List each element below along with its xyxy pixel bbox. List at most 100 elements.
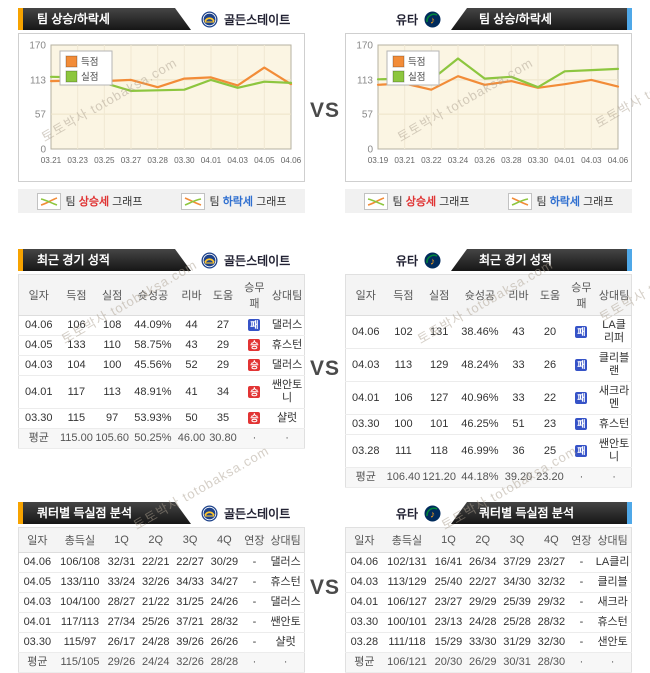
- table-cell: 32/26: [138, 572, 173, 593]
- table-cell: 118: [421, 434, 458, 468]
- table-cell: 22: [534, 381, 566, 415]
- team-name: 골든스테이트: [224, 506, 291, 521]
- svg-text:03.30: 03.30: [528, 156, 549, 165]
- table-cell: 25: [534, 434, 566, 468]
- table-cell: 04.01: [18, 612, 56, 633]
- column-header: 3Q: [172, 527, 208, 553]
- table-cell: 25/28: [499, 612, 535, 633]
- quarter-table-right: 일자 총득실 1Q 2Q 3Q 4Q 연장 상대팀 04.06 102/131 16/41 26/34…: [345, 527, 632, 673]
- table-cell: 26/29: [465, 652, 500, 673]
- table-cell: 106/127: [382, 592, 432, 613]
- svg-text:03.30: 03.30: [174, 156, 195, 165]
- table-cell: 20: [534, 315, 566, 349]
- trend-header-left: 팀 상승/하락세 골든스테이트: [18, 8, 305, 30]
- table-cell: 04.05: [18, 335, 59, 356]
- table-cell: 36: [502, 434, 535, 468]
- table-cell: 43: [175, 335, 208, 356]
- orange-accent-bar: [18, 8, 23, 30]
- uptrend-note-text: 팀 상승세 그래프: [65, 196, 143, 208]
- column-header: 총득실: [55, 527, 105, 553]
- section-tab-label: 쿼터별 득실점 분석: [37, 506, 132, 520]
- golden-state-logo-icon: [201, 252, 218, 269]
- section-tab-label: 최근 경기 성적: [479, 253, 552, 267]
- table-cell: 28/27: [104, 592, 139, 613]
- win-badge: 승: [248, 385, 261, 398]
- table-row: 03.28 111/118 15/29 33/30 31/29 32/30- 샌안토: [345, 632, 632, 653]
- result-cell: 패: [565, 434, 598, 468]
- table-cell: 30.80: [207, 428, 239, 449]
- table-cell: 48.24%: [457, 348, 503, 382]
- table-cell: LA클리: [594, 552, 632, 573]
- table-cell: 25/26: [138, 612, 173, 633]
- table-cell: 댈러스: [267, 552, 305, 573]
- table-cell: 58.75%: [130, 335, 176, 356]
- table-cell: 31/25: [172, 592, 208, 613]
- table-cell: 04.03: [345, 572, 383, 593]
- table-row: 04.03 113 129 48.24% 33 26 패 클리블랜: [345, 348, 632, 382]
- table-cell: 111: [385, 434, 422, 468]
- quarter-analysis-section: 쿼터별 득실점 분석 골든스테이트 일자 총득실 1Q 2Q 3Q 4Q 연장 상대팀 04.0…: [0, 502, 650, 673]
- table-cell: 27/34: [104, 612, 139, 633]
- table-cell: 평균: [18, 652, 56, 673]
- column-header: 총득실: [382, 527, 432, 553]
- table-cell: 34/33: [172, 572, 208, 593]
- table-row: 04.01 117 113 48.91% 41 34 승 쌘안토니: [18, 375, 305, 409]
- table-cell: 휴스턴: [267, 572, 305, 593]
- column-header: 3Q: [499, 527, 535, 553]
- table-row: 04.01 117/113 27/34 25/26 37/21 28/32- 쌘안토: [18, 612, 305, 633]
- recent-header-left: 최근 경기 성적 골든스테이트: [18, 249, 305, 271]
- table-cell: 23/13: [431, 612, 466, 633]
- table-cell: 32/30: [534, 632, 569, 653]
- table-cell: 29: [207, 335, 239, 356]
- table-cell: LA클리퍼: [597, 315, 632, 349]
- table-row: 04.05 133 110 58.75% 43 29 승 휴스턴: [18, 335, 305, 356]
- table-cell: 04.06: [345, 552, 383, 573]
- table-cell: 46.99%: [457, 434, 503, 468]
- table-cell: 31/29: [499, 632, 535, 653]
- svg-text:0: 0: [367, 145, 373, 156]
- svg-text:170: 170: [356, 41, 373, 52]
- table-cell: 117/113: [55, 612, 105, 633]
- table-cell: 111/118: [382, 632, 432, 653]
- table-cell: 샌안토: [594, 632, 632, 653]
- table-row: 04.05 133/110 33/24 32/26 34/33 34/27- 휴스턴: [18, 572, 305, 593]
- table-cell: 28/32: [534, 612, 569, 633]
- table-cell: 50: [175, 408, 208, 429]
- result-cell: 승: [238, 335, 271, 356]
- table-cell: 댈러스: [270, 355, 305, 376]
- loss-badge: 패: [575, 391, 588, 404]
- table-cell: 04.06: [18, 315, 59, 336]
- team-label-utah: 유타 ♪: [396, 502, 441, 524]
- table-cell: 26/26: [207, 632, 242, 653]
- section-tab-trend-right: 팀 상승/하락세: [451, 8, 627, 30]
- orange-accent-bar: [18, 502, 23, 524]
- team-label-utah: 유타 ♪: [396, 8, 441, 30]
- recent-panel-left: 최근 경기 성적 골든스테이트 일자 득점 실점 슛성공 리바 도움 승무패 상대팀 04.06…: [18, 249, 305, 488]
- table-cell: 샬럿: [267, 632, 305, 653]
- column-header: 2Q: [465, 527, 500, 553]
- table-cell: 평균: [345, 652, 383, 673]
- table-cell: 53.93%: [130, 408, 176, 429]
- table-cell: 32/31: [104, 552, 139, 573]
- result-cell: 패: [565, 381, 598, 415]
- table-cell: 30/31: [499, 652, 535, 673]
- table-cell: 20/30: [431, 652, 466, 673]
- table-cell: 03.30: [18, 408, 59, 429]
- column-header: 4Q: [534, 527, 569, 553]
- table-cell: 03.28: [345, 632, 383, 653]
- section-tab-label: 최근 경기 성적: [37, 253, 110, 267]
- table-cell: 28/32: [207, 612, 242, 633]
- table-cell: 115/97: [55, 632, 105, 653]
- quarter-header-right: 유타 ♪ 쿼터별 득실점 분석: [345, 502, 632, 524]
- table-cell: 15/29: [431, 632, 466, 653]
- column-header: 슛성공: [130, 274, 176, 316]
- average-row: 평균 106/121 20/30 26/29 30/31 28/30 · ·: [345, 652, 632, 673]
- column-header: 연장: [241, 527, 268, 553]
- column-header: 1Q: [431, 527, 466, 553]
- table-row: 03.30 100 101 46.25% 51 23 패 휴스턴: [345, 414, 632, 435]
- svg-text:04.03: 04.03: [581, 156, 602, 165]
- column-header: 실점: [94, 274, 131, 316]
- svg-text:♪: ♪: [430, 15, 435, 26]
- table-cell: 댈러스: [267, 592, 305, 613]
- table-cell: 04.05: [18, 572, 56, 593]
